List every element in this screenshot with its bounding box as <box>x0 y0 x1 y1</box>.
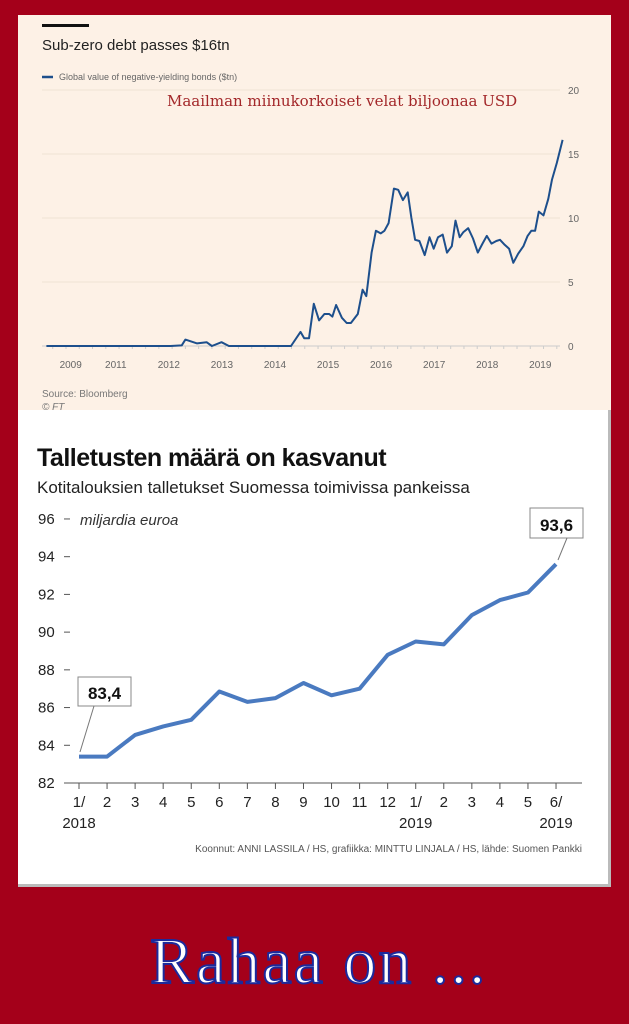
hs-year-label: 2019 <box>399 815 432 832</box>
hs-y-tick-label: 96 <box>38 511 55 528</box>
ft-x-tick-label: 2016 <box>370 360 393 371</box>
ft-x-tick-label: 2009 <box>60 360 83 371</box>
ft-x-tick-label: 2012 <box>158 360 181 371</box>
hs-x-tick-label: 4 <box>159 794 167 811</box>
ft-y-tick-label: 5 <box>568 278 574 289</box>
ft-x-tick-label: 2018 <box>476 360 499 371</box>
hs-chart-title: Talletusten määrä on kasvanut <box>37 444 387 472</box>
ft-x-tick-label: 2011 <box>105 360 127 371</box>
hs-year-label: 2018 <box>62 815 95 832</box>
callout-start-value: 83,4 <box>88 684 122 703</box>
hs-x-tick-label: 3 <box>131 794 139 811</box>
hs-unit-label: miljardia euroa <box>80 512 178 529</box>
hs-x-tick-label: 11 <box>352 794 368 811</box>
hs-x-tick-label: 1/ <box>409 794 422 811</box>
ft-x-tick-label: 2017 <box>423 360 446 371</box>
hs-y-tick-label: 84 <box>38 737 55 754</box>
callout-end: 93,6 <box>529 507 584 561</box>
hs-x-tick-label: 4 <box>496 794 504 811</box>
hs-y-tick-label: 90 <box>38 624 55 641</box>
ft-chart-title: Sub-zero debt passes $16tn <box>42 37 230 54</box>
ft-title-bar <box>42 24 89 27</box>
ft-x-tick-label: 2019 <box>529 360 552 371</box>
ft-y-tick-label: 0 <box>568 342 574 353</box>
ft-y-tick-label: 10 <box>568 214 580 225</box>
hs-x-tick-label: 6 <box>215 794 223 811</box>
callout-end-value: 93,6 <box>540 516 573 535</box>
hs-x-tick-label: 9 <box>299 794 307 811</box>
hs-x-tick-label: 5 <box>187 794 195 811</box>
ft-source: Source: Bloomberg <box>42 389 128 400</box>
footer-caption: Rahaa on ... <box>150 925 487 998</box>
ft-x-tick-label: 2014 <box>264 360 287 371</box>
ft-x-tick-label: 2015 <box>317 360 340 371</box>
hs-credit: Koonnut: ANNI LASSILA / HS, grafiikka: M… <box>195 844 582 855</box>
hs-series-line <box>79 562 558 759</box>
hs-y-tick-label: 88 <box>38 662 55 679</box>
ft-series-line <box>46 139 564 347</box>
hs-year-label: 2019 <box>539 815 572 832</box>
ft-legend-label: Global value of negative-yielding bonds … <box>59 72 237 82</box>
hs-y-tick-label: 82 <box>38 775 55 792</box>
hs-x-tick-label: 12 <box>379 794 396 811</box>
hs-x-tick-label: 5 <box>524 794 532 811</box>
ft-y-tick-label: 15 <box>568 150 580 161</box>
hs-chart-subtitle: Kotitalouksien talletukset Suomessa toim… <box>37 478 470 497</box>
hs-x-tick-label: 1/ <box>73 794 86 811</box>
ft-copyright: © FT <box>42 402 65 413</box>
ft-x-tick-label: 2013 <box>211 360 234 371</box>
ft-annotation: Maailman miinukorkoiset velat biljoonaa … <box>167 92 517 110</box>
hs-x-tick-label: 8 <box>271 794 279 811</box>
hs-y-tick-label: 94 <box>38 549 55 566</box>
hs-x-tick-label: 3 <box>468 794 476 811</box>
hs-y-tick-label: 92 <box>38 586 55 603</box>
hs-x-tick-label: 2 <box>440 794 448 811</box>
hs-x-tick-label: 6/ <box>550 794 563 811</box>
ft-y-tick-label: 20 <box>568 86 580 97</box>
hs-y-tick-label: 86 <box>38 700 55 717</box>
callout-start: 83,4 <box>77 676 132 753</box>
hs-chart-panel <box>18 410 611 887</box>
hs-x-tick-label: 2 <box>103 794 111 811</box>
hs-x-tick-label: 7 <box>243 794 251 811</box>
hs-x-tick-label: 10 <box>323 794 340 811</box>
